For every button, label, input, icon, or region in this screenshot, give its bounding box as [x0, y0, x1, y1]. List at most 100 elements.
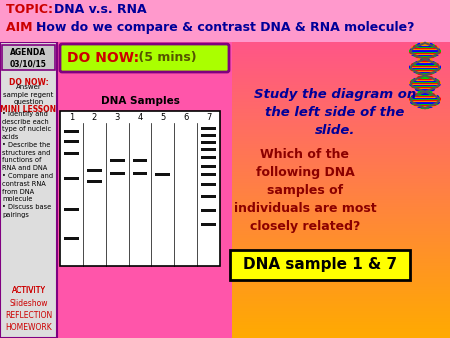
Bar	[232, 214, 450, 215]
Bar	[232, 152, 450, 153]
Bar	[232, 257, 450, 258]
Bar	[232, 320, 450, 321]
Bar	[232, 167, 450, 168]
Bar	[230, 250, 410, 280]
Bar	[232, 77, 450, 78]
Bar	[64, 177, 79, 180]
Bar	[232, 287, 450, 288]
Bar	[232, 245, 450, 246]
Bar	[64, 130, 79, 133]
Bar	[232, 42, 450, 43]
Bar	[232, 280, 450, 281]
Bar	[232, 332, 450, 333]
Bar	[232, 113, 450, 114]
Bar	[232, 221, 450, 222]
Bar	[232, 251, 450, 252]
Bar	[232, 303, 450, 304]
Bar	[232, 146, 450, 147]
Bar	[232, 319, 450, 320]
Bar	[232, 249, 450, 250]
Bar	[232, 326, 450, 327]
Bar	[232, 149, 450, 150]
Bar	[232, 243, 450, 244]
Text: DNA sample 1 & 7: DNA sample 1 & 7	[243, 258, 397, 272]
Bar	[232, 241, 450, 242]
Bar	[232, 276, 450, 277]
Bar	[232, 45, 450, 46]
Bar	[232, 181, 450, 182]
Text: ACTIVITY: ACTIVITY	[12, 286, 45, 295]
Bar	[232, 313, 450, 314]
Text: 1: 1	[69, 113, 74, 121]
Bar	[232, 315, 450, 316]
Bar	[232, 99, 450, 100]
Bar	[232, 62, 450, 63]
Bar	[232, 105, 450, 106]
Bar	[232, 121, 450, 122]
Bar	[232, 108, 450, 109]
Bar	[232, 70, 450, 71]
Bar	[232, 139, 450, 140]
Bar	[110, 172, 125, 174]
Bar	[232, 295, 450, 296]
Bar	[232, 290, 450, 291]
Bar	[232, 231, 450, 232]
Bar	[232, 263, 450, 264]
Bar	[232, 132, 450, 133]
Bar	[232, 297, 450, 298]
Bar	[232, 83, 450, 84]
Bar	[232, 284, 450, 285]
Bar	[232, 138, 450, 139]
Bar	[232, 78, 450, 79]
Bar	[0, 42, 57, 338]
Bar	[232, 74, 450, 75]
Bar	[232, 329, 450, 330]
Bar	[232, 261, 450, 262]
Bar	[232, 309, 450, 310]
Bar	[232, 117, 450, 118]
Bar	[232, 300, 450, 301]
Bar	[232, 180, 450, 181]
Bar	[232, 93, 450, 94]
Bar	[232, 164, 450, 165]
Bar	[232, 244, 450, 245]
Bar	[232, 120, 450, 121]
Text: 2: 2	[92, 113, 97, 121]
Text: 7: 7	[206, 113, 211, 121]
Bar	[232, 204, 450, 205]
Bar	[232, 230, 450, 231]
Text: • Identify and
describe each
type of nucleic
acids
• Describe the
structures and: • Identify and describe each type of nuc…	[2, 111, 53, 218]
Bar	[232, 335, 450, 336]
Bar	[232, 323, 450, 324]
Bar	[232, 89, 450, 90]
Bar	[64, 152, 79, 155]
Bar	[232, 306, 450, 307]
Bar	[232, 183, 450, 184]
Bar	[232, 203, 450, 204]
Bar	[232, 59, 450, 60]
Bar	[232, 246, 450, 247]
Bar	[232, 76, 450, 77]
Bar	[0, 42, 232, 338]
Bar	[232, 224, 450, 225]
Bar	[232, 252, 450, 253]
Bar	[232, 268, 450, 269]
Bar	[232, 143, 450, 144]
Bar	[232, 232, 450, 233]
Bar	[232, 337, 450, 338]
Bar	[232, 123, 450, 124]
Bar	[232, 285, 450, 286]
Bar	[232, 72, 450, 73]
Bar	[232, 208, 450, 209]
Bar	[232, 153, 450, 154]
Bar	[232, 51, 450, 52]
Bar	[232, 114, 450, 115]
Bar	[232, 286, 450, 287]
Bar	[232, 277, 450, 278]
Text: 4: 4	[137, 113, 143, 121]
Bar	[201, 209, 216, 212]
Bar	[232, 194, 450, 195]
Bar	[232, 238, 450, 239]
Bar	[2, 45, 55, 70]
Bar	[232, 109, 450, 110]
